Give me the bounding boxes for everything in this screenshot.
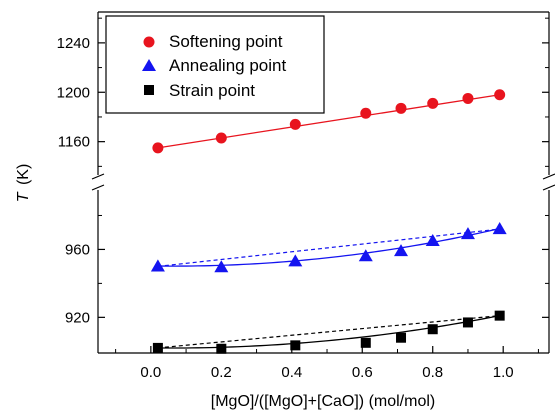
svg-text:T (K): T (K) [15,164,32,203]
x-tick-label: 0.2 [211,364,232,381]
data-point-0 [360,107,372,119]
fit-lines [157,94,500,349]
data-point-0 [152,142,164,154]
legend-label-annealing: Annealing point [169,56,286,75]
data-point-2 [427,324,438,335]
x-tick-label: 0.8 [422,364,443,381]
legend: Softening point Annealing point Strain p… [105,15,325,114]
axis-break-right [542,173,555,191]
data-point-2 [396,332,407,343]
y-tick-label: 920 [65,309,90,326]
x-axis-title: [MgO]/([MgO]+[CaO]) (mol/mol) [211,393,435,410]
data-point-0 [289,118,301,130]
legend-box [105,15,325,114]
y-axis-title-unit: (K) [15,164,32,185]
y-axis-title: T (K) [15,164,32,203]
legend-markers [142,36,156,95]
x-tick-label: 1.0 [493,364,514,381]
legend-marker-0 [143,36,155,48]
plot-frame [91,11,555,354]
data-points [150,89,507,354]
y-tick-label: 1200 [57,84,90,101]
data-point-1 [150,259,165,272]
data-point-1 [358,249,373,262]
data-point-2 [360,337,371,348]
data-point-2 [462,317,473,328]
y-tick-label: 1240 [57,35,90,52]
y-tick-label: 1160 [58,134,90,151]
fit-curve-2 [157,315,500,349]
legend-label-softening: Softening point [169,32,283,51]
data-point-1 [288,254,303,267]
fit-line-0 [157,94,500,149]
axis-ticks: 0.0 0.2 0.4 0.6 0.8 1.0 1160 1200 1240 920 960 [57,17,549,381]
x-tick-label: 0.0 [140,364,161,381]
ideal-line-2 [157,315,500,349]
ideal-line-1 [157,228,500,268]
fit-curve-1 [157,227,500,267]
x-tick-label: 0.4 [281,364,302,381]
data-point-2 [290,340,301,351]
y-tick-label: 960 [65,241,90,258]
data-point-0 [494,89,506,101]
data-point-2 [494,310,505,321]
x-tick-label: 0.6 [352,364,373,381]
data-point-0 [427,97,439,109]
data-point-0 [395,102,407,114]
axis-break-left [91,173,105,191]
data-point-1 [492,222,507,235]
legend-label-strain: Strain point [169,81,255,100]
legend-marker-1 [142,59,156,72]
data-point-0 [462,92,474,104]
data-point-2 [152,342,163,353]
y-axis-title-variable: T [15,191,32,202]
data-point-0 [215,132,227,144]
data-point-1 [425,233,440,246]
legend-marker-2 [144,85,154,95]
data-point-2 [216,343,227,354]
data-point-1 [214,260,229,273]
data-point-1 [460,227,475,240]
data-point-1 [394,244,409,257]
